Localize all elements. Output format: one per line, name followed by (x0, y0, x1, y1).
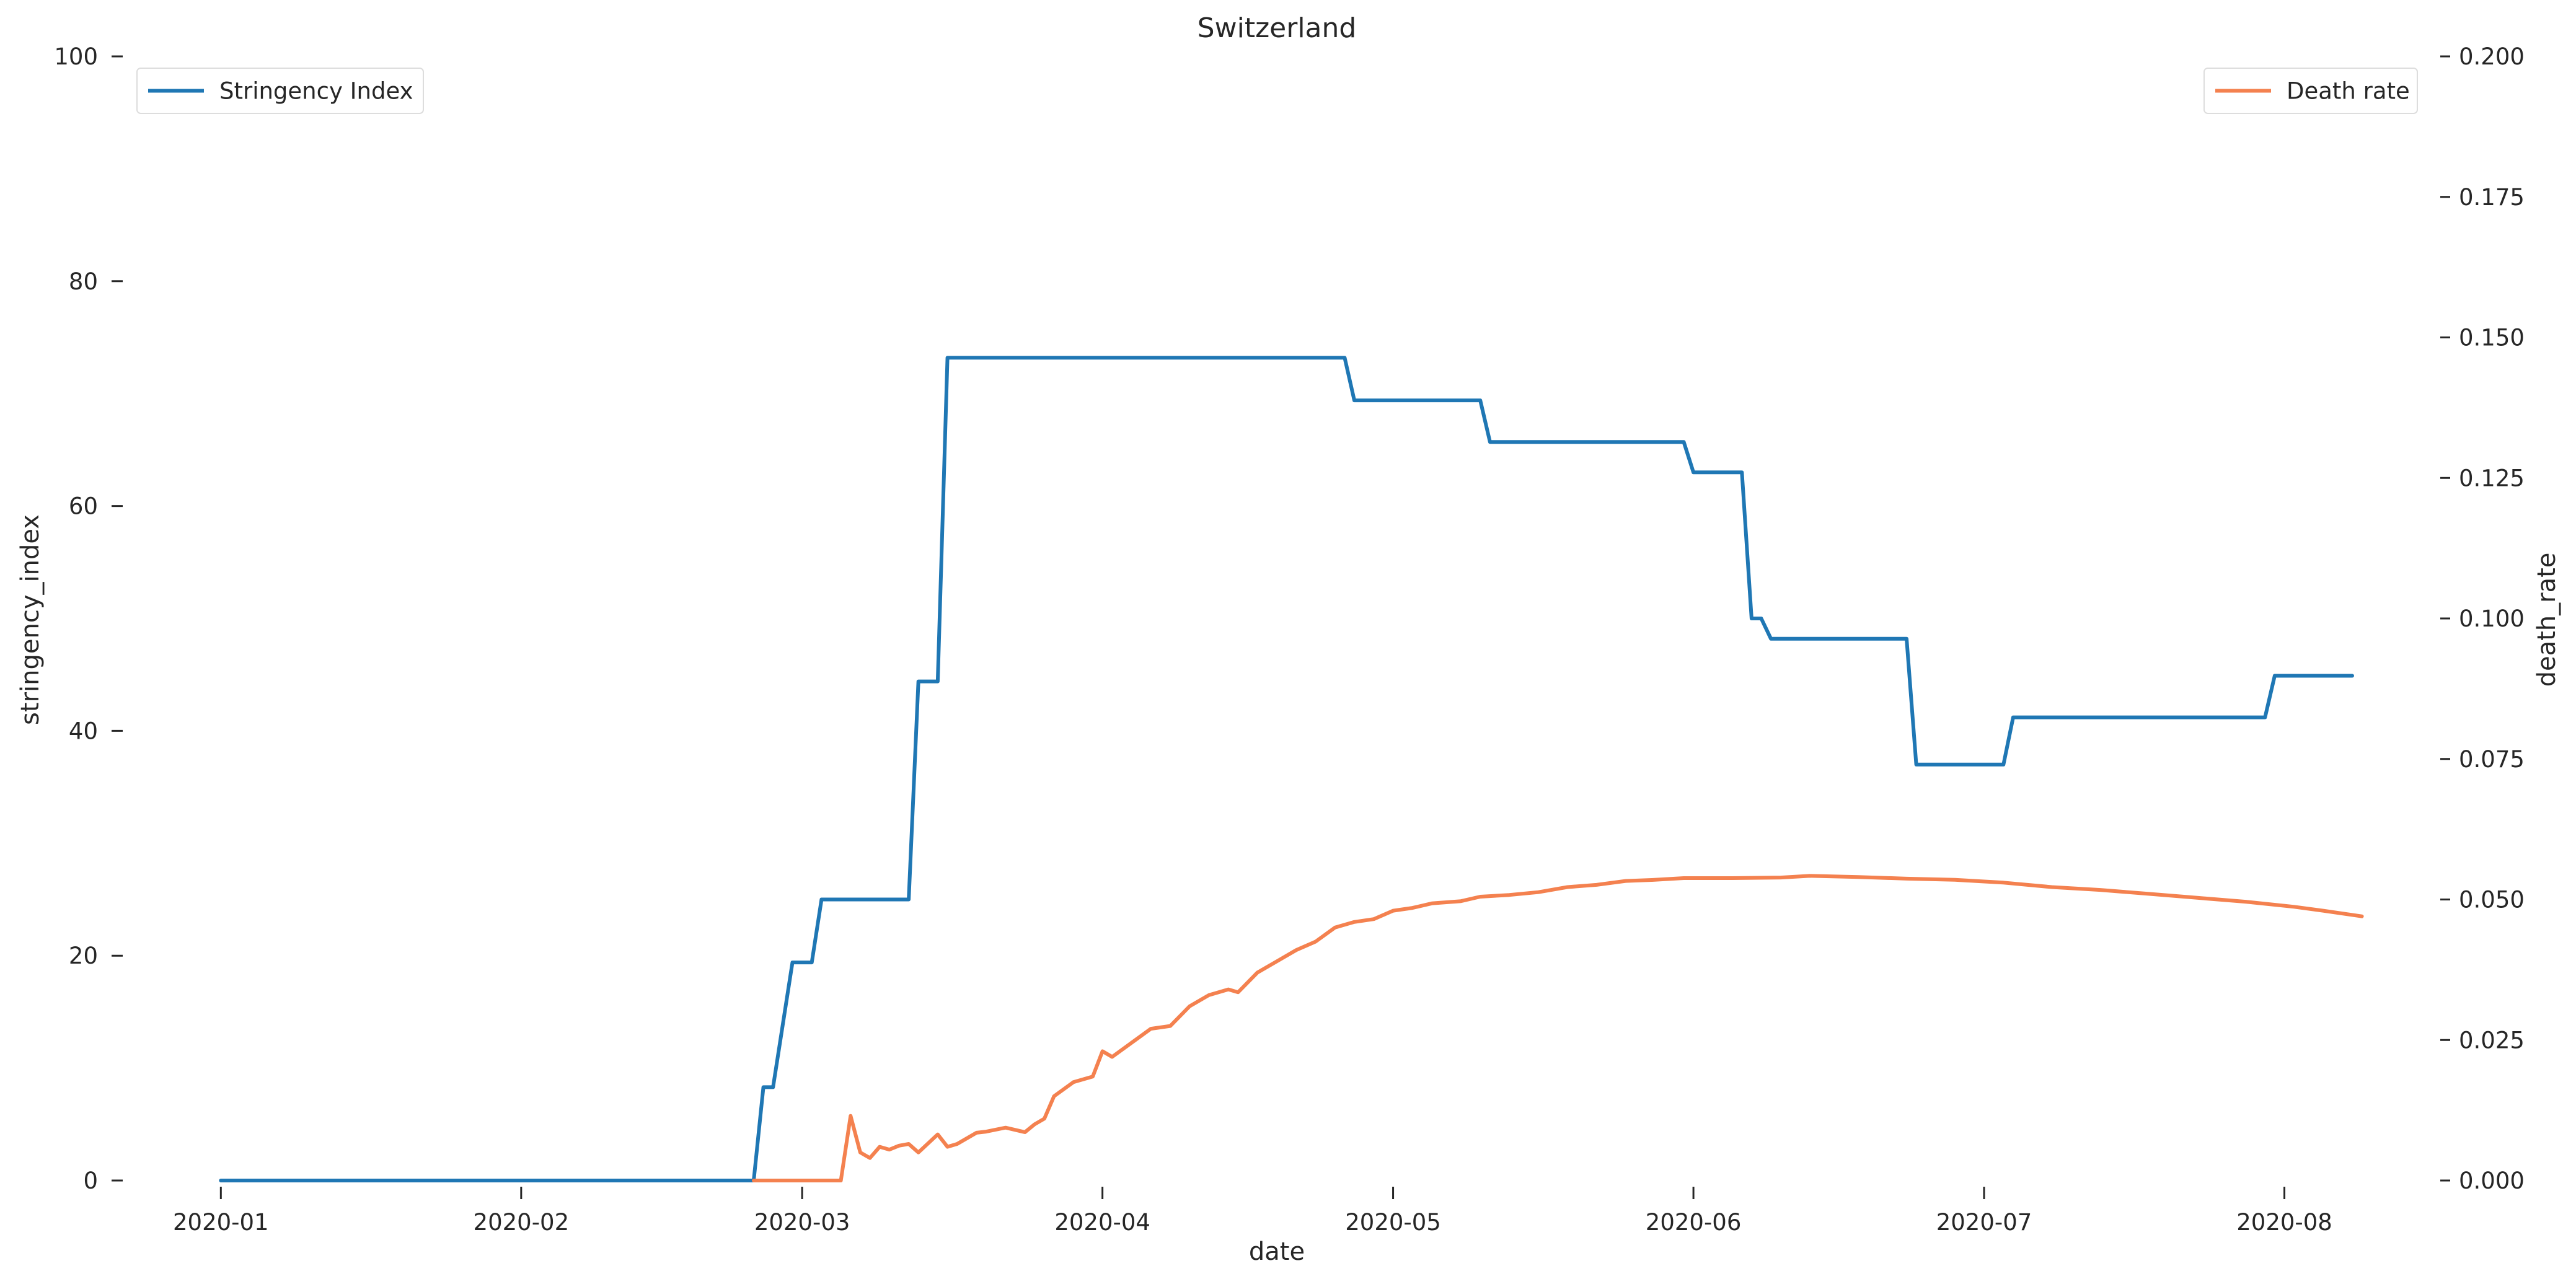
x-axis-title: date (1249, 1238, 1305, 1266)
legend-frame (2203, 68, 2418, 114)
x-tick-label: 2020-02 (474, 1209, 570, 1236)
legend-stringency: Stringency Index (136, 68, 424, 114)
right-y-tick-label: 0.075 (2459, 746, 2525, 773)
right-y-tick-label: 0.200 (2459, 43, 2525, 70)
x-axis: 2020-01 2020-02 2020-03 2020-04 2020-05 2020-… (173, 1187, 2332, 1236)
right-y-axis: 0.000 0.025 0.050 0.075 0.100 0.125 0.150 0.175… (2440, 43, 2525, 1194)
left-y-tick-label: 0 (83, 1167, 98, 1194)
right-y-tick-label: 0.175 (2459, 184, 2525, 211)
legend-label: Stringency Index (219, 78, 413, 105)
right-y-tick-label: 0.000 (2459, 1167, 2525, 1194)
series-line-death-rate (752, 874, 2364, 1182)
x-tick-label: 2020-04 (1054, 1209, 1150, 1236)
left-y-axis: 0 20 40 60 80 100 (54, 43, 123, 1194)
right-y-tick-label: 0.025 (2459, 1027, 2525, 1053)
x-tick-label: 2020-08 (2236, 1209, 2332, 1236)
x-tick-label: 2020-05 (1345, 1209, 1441, 1236)
right-y-tick-label: 0.150 (2459, 325, 2525, 351)
x-tick-label: 2020-06 (1646, 1209, 1742, 1236)
left-y-axis-title: stringency_index (16, 514, 45, 725)
chart-title: Switzerland (1198, 12, 1357, 44)
left-y-tick-label: 60 (69, 493, 98, 520)
x-tick-label: 2020-03 (754, 1209, 850, 1236)
right-y-axis-title: death_rate (2533, 553, 2561, 687)
left-y-tick-label: 20 (69, 943, 98, 969)
series-layer (219, 356, 2364, 1182)
right-y-tick-label: 0.050 (2459, 887, 2525, 913)
left-y-tick-label: 100 (54, 43, 98, 70)
left-y-tick-label: 80 (69, 268, 98, 295)
series-line-stringency-index (219, 356, 2354, 1182)
x-tick-label: 2020-01 (173, 1209, 269, 1236)
x-tick-label: 2020-07 (1936, 1209, 2032, 1236)
left-y-tick-label: 40 (69, 718, 98, 744)
right-y-tick-label: 0.100 (2459, 605, 2525, 632)
right-y-tick-label: 0.125 (2459, 465, 2525, 491)
legend-frame (136, 68, 424, 114)
legend-label: Death rate (2287, 78, 2410, 105)
legend-death-rate: Death rate (2203, 68, 2418, 114)
